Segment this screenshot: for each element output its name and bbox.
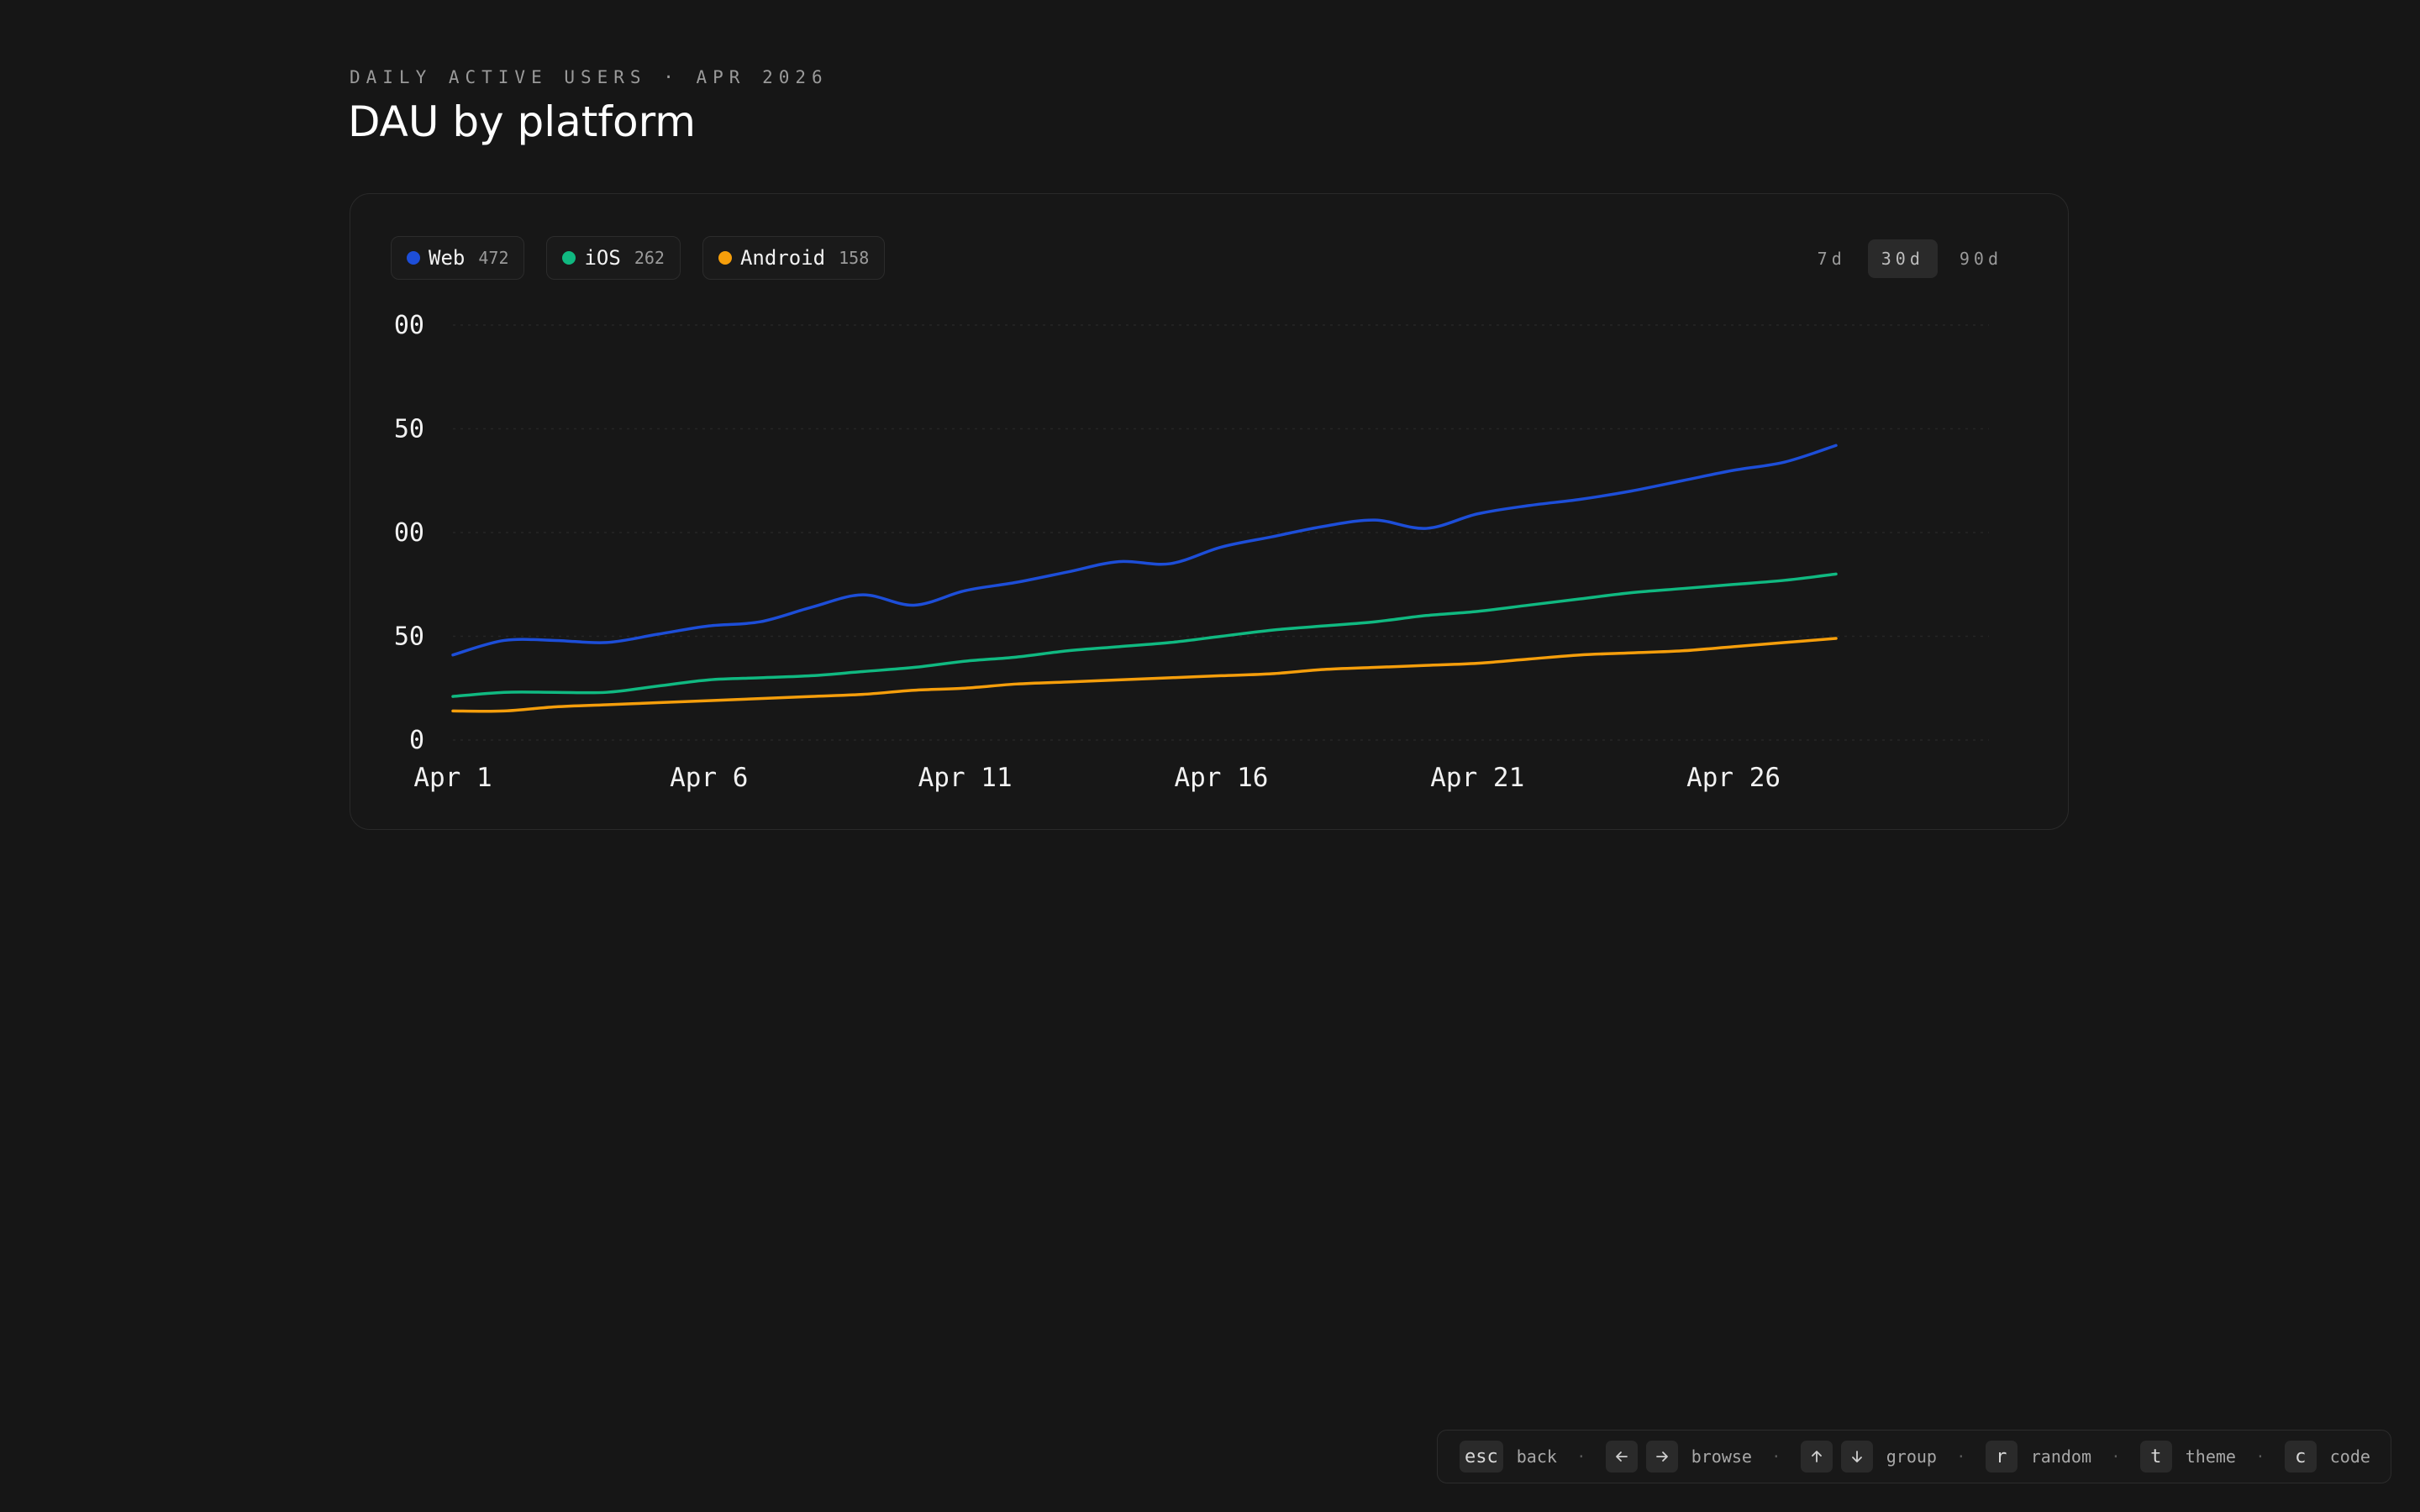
arrow-left-icon [1605, 1441, 1638, 1473]
legend-label: Web [429, 246, 466, 270]
arrow-right-icon [1645, 1441, 1678, 1473]
android-dot-icon [718, 251, 732, 265]
separator: · [1576, 1447, 1586, 1466]
shortcut-random[interactable]: r random [1985, 1441, 2091, 1473]
shortcut-label: code [2329, 1446, 2370, 1467]
range-90d[interactable]: 90d [1959, 249, 2002, 269]
shortcut-browse[interactable]: browse [1605, 1441, 1752, 1473]
range-selector: 7d 30d 90d [1804, 239, 2016, 278]
legend-value: 158 [839, 248, 870, 268]
series-line-android [451, 637, 1838, 713]
legend-value: 262 [634, 248, 665, 268]
legend-item-ios[interactable]: iOS 262 [546, 236, 681, 280]
c-key: c [2284, 1441, 2317, 1473]
separator: · [1771, 1447, 1781, 1466]
x-tick-label: Apr 11 [918, 763, 1013, 793]
separator: · [1956, 1447, 1966, 1466]
y-axis: 0 50 00 50 00 [394, 311, 424, 755]
shortcut-back[interactable]: esc back [1460, 1441, 1557, 1473]
shortcut-label: group [1886, 1446, 1937, 1467]
y-tick-label: 50 [394, 622, 424, 652]
chart-eyebrow: DAILY ACTIVE USERS · APR 2026 [350, 67, 829, 87]
legend-label: iOS [584, 246, 621, 270]
chart-card: Web 472 iOS 262 Android 158 7d 30d 90d 0… [350, 193, 2069, 830]
esc-key: esc [1460, 1441, 1503, 1473]
range-30d[interactable]: 30d [1867, 239, 1938, 278]
series-lines [451, 444, 1838, 713]
series-line-web [451, 444, 1838, 657]
separator: · [2255, 1447, 2265, 1466]
y-tick-label: 00 [394, 311, 424, 340]
legend-value: 472 [478, 248, 509, 268]
range-7d[interactable]: 7d [1817, 249, 1846, 269]
legend: Web 472 iOS 262 Android 158 [391, 236, 886, 280]
series-line-ios [451, 572, 1838, 698]
x-tick-label: Apr 1 [413, 763, 492, 793]
shortcut-theme[interactable]: t theme [2139, 1441, 2236, 1473]
x-tick-label: Apr 16 [1174, 763, 1268, 793]
keyboard-shortcuts-bar: esc back · browse · group · r random · t… [1437, 1430, 2391, 1483]
shortcut-group[interactable]: group [1800, 1441, 1937, 1473]
arrow-down-icon [1840, 1441, 1873, 1473]
shortcut-code[interactable]: c code [2284, 1441, 2370, 1473]
shortcut-label: browse [1691, 1446, 1752, 1467]
ios-dot-icon [562, 251, 576, 265]
shortcut-label: back [1516, 1446, 1557, 1467]
legend-item-web[interactable]: Web 472 [391, 236, 525, 280]
legend-label: Android [739, 246, 826, 270]
arrow-up-icon [1800, 1441, 1833, 1473]
y-tick-label: 0 [409, 726, 424, 755]
x-tick-label: Apr 21 [1430, 763, 1524, 793]
y-tick-label: 00 [394, 518, 424, 548]
legend-item-android[interactable]: Android 158 [702, 236, 886, 280]
shortcut-label: theme [2185, 1446, 2236, 1467]
y-tick-label: 50 [394, 415, 424, 444]
t-key: t [2139, 1441, 2172, 1473]
x-tick-label: Apr 6 [670, 763, 748, 793]
grid [453, 324, 1989, 741]
shortcut-label: random [2030, 1446, 2091, 1467]
r-key: r [1985, 1441, 2018, 1473]
x-tick-label: Apr 26 [1686, 763, 1781, 793]
separator: · [2111, 1447, 2121, 1466]
x-axis: Apr 1 Apr 6 Apr 11 Apr 16 Apr 21 Apr 26 [413, 763, 1781, 793]
page-title: DAU by platform [348, 97, 696, 146]
web-dot-icon [407, 251, 420, 265]
